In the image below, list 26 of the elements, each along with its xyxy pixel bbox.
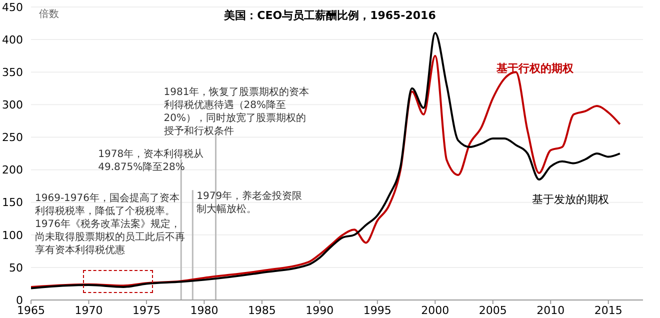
series-label: 基于发放的期权: [532, 192, 610, 206]
x-tick-label: 2015: [594, 304, 622, 317]
x-tick-label: 2000: [421, 304, 450, 317]
y-tick-label: 200: [2, 164, 23, 177]
ref-line-label: 1981年，恢复了股票期权的资本利得税优惠待遇（28%降至20%），同时放宽了股票期权的授予和行权条件: [164, 86, 310, 138]
ref-line-label: 1978年，资本利得税从49.875%降至28%: [98, 148, 205, 174]
ref-line-label: 1979年，养老金投资限制大幅放松。: [196, 190, 304, 216]
x-tick-label: 2010: [536, 304, 565, 317]
y-tick-label: 350: [2, 66, 23, 80]
y-tick-label: 450: [2, 0, 23, 14]
x-tick-label: 1995: [363, 304, 392, 317]
x-tick-label: 1970: [74, 304, 103, 317]
x-tick-label: 1990: [306, 304, 334, 317]
annotation: 1969-1976年，国会提高了资本利得税税率，降低了个税税率。1976年《税务改革法案》规定，尚未取得股票期权的员工此后不再享有资本利得税优惠: [35, 192, 185, 257]
x-tick-label: 1985: [248, 304, 276, 317]
x-tick-label: 2005: [478, 304, 507, 317]
y-tick-label: 400: [2, 33, 23, 46]
x-tick-label: 1980: [190, 304, 218, 317]
y-tick-label: 100: [2, 228, 23, 242]
chart-title: 美国：CEO与员工薪酬比例，1965-2016: [224, 9, 436, 22]
y-tick-label: 250: [2, 131, 23, 144]
y-tick-label: 300: [2, 98, 23, 112]
y-tick-label: 50: [9, 261, 23, 274]
y-tick-label: 150: [2, 196, 23, 210]
y-axis-title: 倍数: [39, 8, 59, 21]
x-tick-label: 1975: [132, 304, 160, 317]
